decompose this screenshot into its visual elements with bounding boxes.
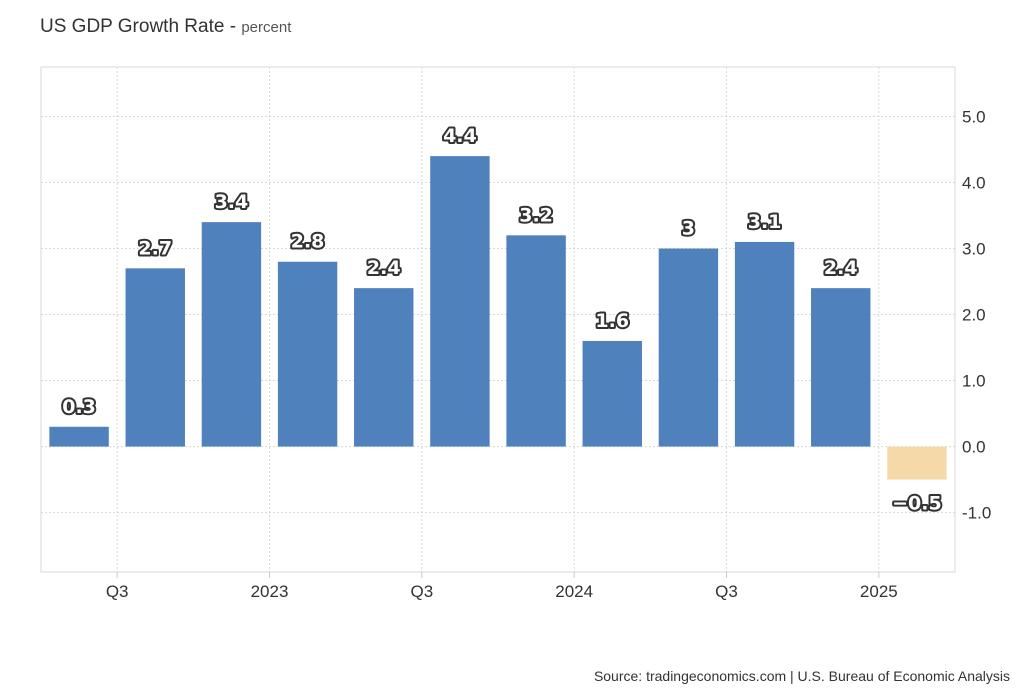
x-tick-label: 2025 xyxy=(860,582,898,601)
data-label: 0.3 xyxy=(62,396,96,418)
data-label: 2.8 xyxy=(291,231,325,253)
y-tick-label: 0.0 xyxy=(962,438,986,457)
data-label: 3 xyxy=(682,218,695,240)
data-label: 4.4 xyxy=(443,125,477,147)
bar-2023-q3[interactable] xyxy=(430,156,490,447)
data-label: 3.1 xyxy=(748,211,782,233)
x-tick-label: Q3 xyxy=(410,582,433,601)
bar-2024-q2[interactable] xyxy=(658,248,719,447)
x-tick-label: Q3 xyxy=(106,582,129,601)
y-tick-label: 4.0 xyxy=(962,174,986,193)
bar-2023-q4[interactable] xyxy=(506,235,566,447)
x-tick-label: 2023 xyxy=(251,582,289,601)
bar-2025-q1[interactable] xyxy=(887,446,947,480)
data-labels-layer: 0.3 2.7 3.4 2.8 2.4 4.4 3.2 1.6 3 3.1 2.4 −0.5 xyxy=(60,123,943,516)
y-tick-label: 5.0 xyxy=(962,108,986,127)
y-tick-label: 2.0 xyxy=(962,306,986,325)
axis-layer: 5.0 4.0 3.0 2.0 1.0 0.0 -1.0 Q3 2023 Q3 2024 Q3 2025 xyxy=(106,108,991,601)
chart-title: US GDP Growth Rate - percent xyxy=(40,16,292,37)
data-label: 3.2 xyxy=(519,204,553,226)
data-label: 2.4 xyxy=(824,257,858,279)
source-note: Source: tradingeconomics.com | U.S. Bure… xyxy=(593,668,1010,684)
chart-title-text: US GDP Growth Rate xyxy=(40,16,225,37)
x-tick-label: Q3 xyxy=(715,582,738,601)
data-label: 2.4 xyxy=(367,257,401,279)
grid-layer xyxy=(40,66,956,573)
bar-2024-q1[interactable] xyxy=(582,340,642,447)
bars-layer xyxy=(49,156,947,480)
data-label: 3.4 xyxy=(215,191,249,213)
bar-2022-q4[interactable] xyxy=(201,222,262,447)
bar-2022-q3[interactable] xyxy=(125,268,185,447)
bar-2024-q3[interactable] xyxy=(734,241,795,447)
bar-2022-q2[interactable] xyxy=(49,426,109,447)
y-tick-label: 3.0 xyxy=(962,240,986,259)
plot-frame xyxy=(40,66,956,573)
data-label: 2.7 xyxy=(138,237,172,259)
chart-subtitle: percent xyxy=(241,19,292,36)
data-label: 1.6 xyxy=(595,310,629,332)
y-tick-label: -1.0 xyxy=(962,504,991,523)
data-label: −0.5 xyxy=(892,493,942,515)
y-tick-label: 1.0 xyxy=(962,372,986,391)
x-tick-label: 2024 xyxy=(555,582,593,601)
bar-2023-q2[interactable] xyxy=(354,288,414,447)
bar-2023-q1[interactable] xyxy=(277,261,338,447)
bar-2024-q4[interactable] xyxy=(811,288,871,447)
